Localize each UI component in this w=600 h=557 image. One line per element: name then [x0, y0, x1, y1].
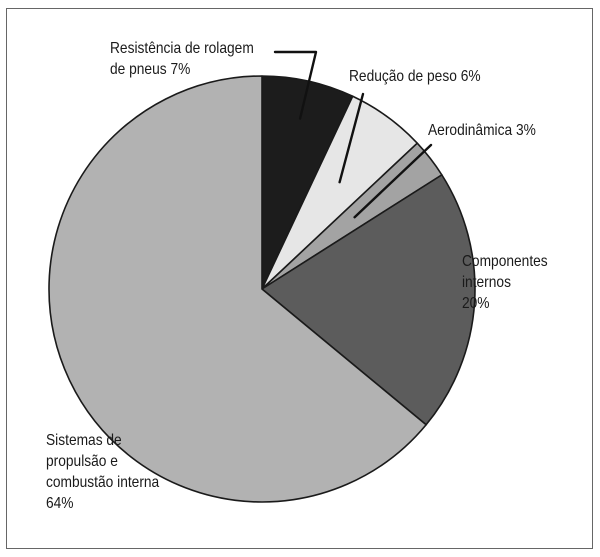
label-componentes-internos: Componentes internos 20%: [462, 253, 548, 312]
slice-sistemas-propulsao: [48, 75, 427, 503]
label-resistencia: Resistência de rolagem de pneus 7%: [110, 40, 254, 78]
slice-componentes-internos: [261, 174, 476, 426]
leader-resistencia: [273, 50, 318, 120]
leader-reducao-peso: [338, 92, 365, 184]
leader-aerodinamica: [353, 143, 433, 219]
label-reducao-peso: Redução de peso 6%: [349, 68, 481, 85]
label-aerodinamica: Aerodinâmica 3%: [428, 122, 536, 139]
label-sistemas-propulsao: Sistemas de propulsão e combustão intern…: [46, 432, 160, 512]
